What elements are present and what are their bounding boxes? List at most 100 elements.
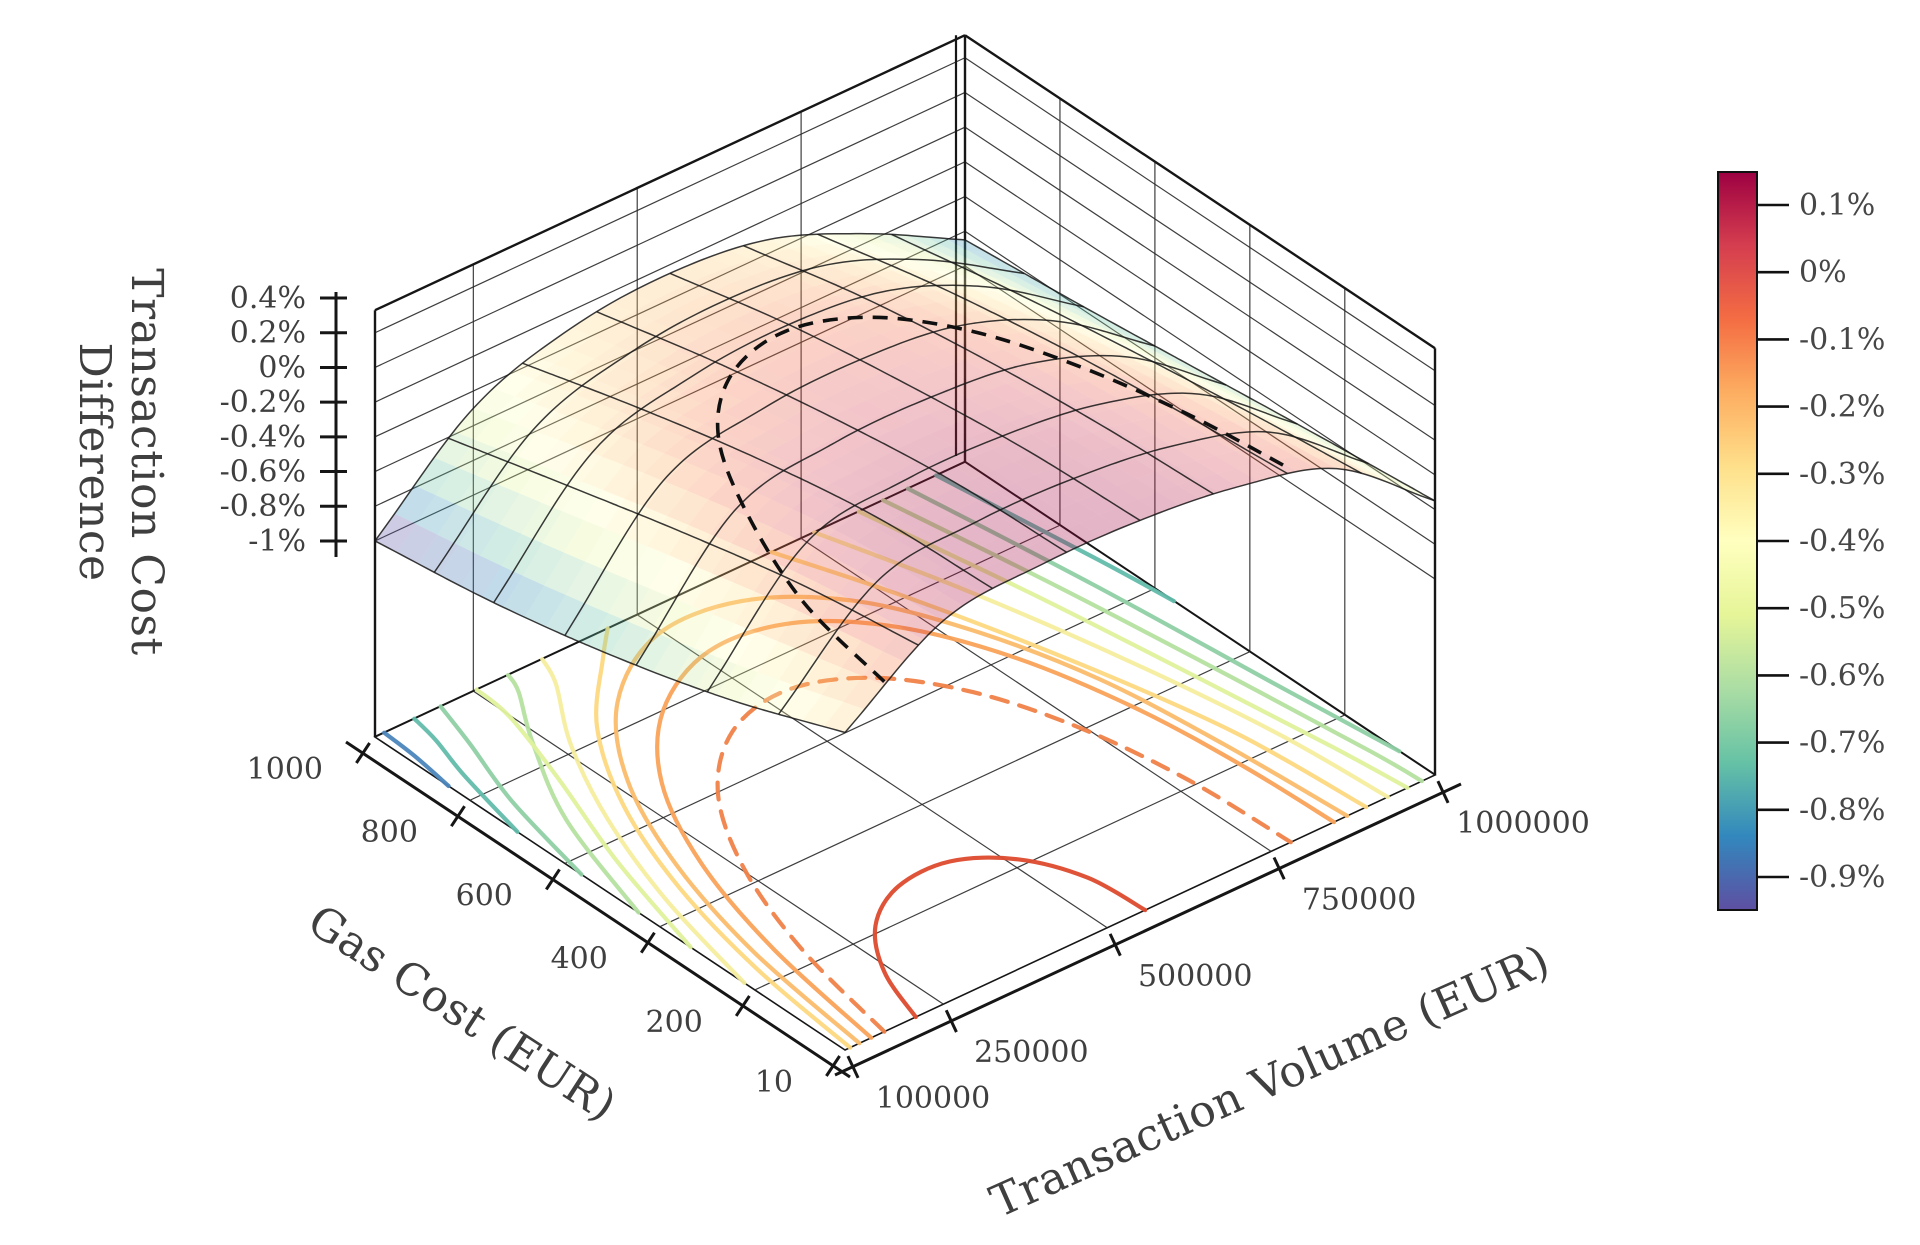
left-wall-z-gridline: [374, 265, 966, 542]
surface-patch: [820, 630, 862, 668]
surface-patch: [1175, 460, 1217, 480]
surface-patch: [851, 463, 893, 485]
surface-patch: [631, 631, 673, 672]
surface-patch: [616, 354, 658, 376]
z-axis-title: Transaction Cost Difference: [64, 232, 172, 692]
surface-patch: [680, 381, 722, 404]
contour-level--0.5: [856, 509, 1410, 790]
y-axis-spine: [345, 740, 851, 1079]
surface-patch: [1110, 405, 1152, 422]
surface-patch: [801, 358, 843, 379]
surface-patch: [1094, 319, 1136, 336]
surface-patch: [1197, 473, 1239, 493]
surface-patch: [736, 632, 778, 673]
surface-patch: [560, 448, 602, 482]
surface-patch: [903, 356, 945, 376]
surface-patch: [1105, 364, 1147, 377]
surface-patch: [644, 453, 686, 482]
z-tick-label: 0.4%: [230, 281, 306, 316]
surface-patch: [792, 494, 834, 520]
surface-patch: [1029, 407, 1071, 427]
surface-patch: [1352, 462, 1394, 482]
surface-patch: [881, 345, 923, 364]
surface-patch: [1049, 401, 1091, 421]
surface-patch: [952, 271, 994, 284]
surface-patch: [691, 273, 733, 292]
surface-patch: [1154, 447, 1196, 466]
surface-patch: [1101, 343, 1143, 358]
contour-level--0.4: [812, 530, 1390, 800]
surface-patch: [888, 243, 930, 254]
surface-patch: [693, 291, 735, 310]
surface-patch: [946, 379, 988, 399]
surface-patch: [974, 469, 1016, 492]
surface-patch: [494, 396, 536, 425]
surface-patch: [774, 537, 816, 572]
surface-patch: [748, 239, 790, 254]
surface-patch: [649, 555, 691, 598]
surface-patch: [524, 585, 566, 627]
surface-patch: [770, 484, 812, 509]
surface-patch: [537, 412, 579, 440]
surface-wire-volume: [817, 233, 1288, 475]
surface-patch: [539, 440, 581, 474]
surface-patch: [1116, 330, 1158, 348]
surface-patch: [806, 419, 848, 442]
surface-wire-gas: [493, 284, 1084, 603]
surface-patch: [1217, 468, 1258, 487]
surface-patch: [540, 473, 582, 512]
surface-patch: [1092, 426, 1134, 446]
surface-patch: [768, 236, 810, 249]
surface-patch: [1056, 480, 1098, 502]
surface-patch: [473, 388, 515, 417]
surface-patch: [651, 597, 693, 640]
surface-patch: [802, 694, 844, 727]
surface-patch: [715, 623, 757, 665]
floor-pane: [373, 461, 1437, 1051]
surface-patch: [772, 508, 814, 538]
surface-patches: [375, 233, 1435, 733]
surface-patch: [956, 500, 998, 524]
surface-patch: [1252, 433, 1294, 446]
surface-patch: [912, 270, 954, 281]
surface-patch: [893, 485, 935, 508]
surface-patch: [842, 361, 884, 381]
contour-level--0.8: [412, 716, 520, 834]
surface-patch: [796, 302, 838, 321]
surface-patch: [778, 329, 820, 349]
surface-patch: [728, 464, 769, 490]
surface-patch: [760, 357, 802, 379]
surface-patch: [876, 295, 918, 311]
surface-patch: [514, 379, 556, 405]
surface-patch: [757, 641, 799, 680]
surface-patch: [861, 616, 903, 652]
surface-patch: [521, 502, 563, 544]
surface-patch: [779, 649, 821, 688]
surface-patch: [742, 388, 784, 411]
surface-patch: [759, 680, 801, 715]
surface-patch: [434, 431, 475, 467]
surface-patch: [987, 383, 1029, 403]
surface-patch: [737, 328, 779, 348]
surface-patch: [990, 421, 1032, 442]
surface-zero-contour-dashed: [715, 315, 1292, 683]
contour-level--0.6: [881, 498, 1424, 784]
surface-patch: [762, 378, 804, 399]
surface-patch: [911, 261, 953, 272]
surface-patch: [562, 481, 604, 520]
surface-patch: [834, 516, 876, 542]
surface-patch: [724, 422, 766, 443]
surface-patch: [734, 591, 776, 633]
surface-wire-volume: [522, 362, 993, 590]
surface-patch: [563, 520, 605, 562]
surface-patch: [752, 268, 794, 285]
surface-patch: [839, 604, 881, 641]
surface-patch: [1070, 414, 1112, 433]
surface-patch: [780, 687, 822, 721]
surface-patch: [439, 545, 481, 586]
surface-patch: [887, 402, 929, 423]
z-axis-title-line2: Difference: [69, 342, 120, 582]
surface-patch: [581, 456, 623, 491]
y-axis-tick: [545, 868, 561, 891]
surface-patch: [964, 354, 1005, 372]
